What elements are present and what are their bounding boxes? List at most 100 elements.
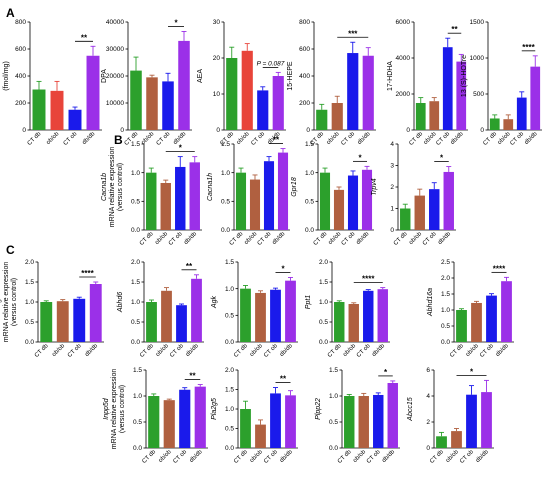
y-axis-label: (versus control): [117, 163, 124, 211]
y-tick-label: 2.0: [25, 259, 34, 266]
chart-c2: 0.0 0.5 1.0 1.5 2.0 CT db ob/ob CT ob db/db ** Abh…: [117, 259, 204, 359]
y-tick-label: 400: [299, 73, 310, 80]
y-tick-label: 1.0: [131, 299, 140, 306]
y-axis-label: Mgll: [0, 295, 2, 308]
y-tick-label: 2: [390, 184, 394, 191]
chart-c7: 0.0 0.5 1.0 1.5 2.0 CT db ob/ob CT ob db/db ** Pla…: [211, 367, 298, 465]
bar-b3-3: [361, 169, 373, 230]
y-axis-label: mRNA relative expression: [109, 147, 116, 228]
y-tick-label: 1.0: [133, 393, 142, 400]
bar-c8-2: [373, 394, 384, 448]
y-tick-label: 3: [390, 163, 394, 170]
y-tick-label: 0.0: [25, 339, 34, 346]
y-tick-label: 20000: [106, 73, 124, 80]
bar-a6-0: [489, 118, 500, 130]
y-tick-label: 0.5: [441, 323, 450, 330]
y-tick-label: 0.5: [305, 199, 314, 206]
y-tick-label: 500: [473, 91, 484, 98]
y-tick-label: 6000: [396, 19, 411, 26]
y-tick-label: 1.0: [225, 406, 234, 413]
bar-b1-1: [160, 182, 171, 230]
bar-c4-2: [363, 290, 374, 342]
x-tick-label: ob/ob: [326, 131, 341, 146]
panel-letter-b: B: [114, 133, 123, 147]
chart-c6: 0.0 0.5 1.0 1.5 CT db ob/ob CT ob db/db ** Inpp5d…: [103, 367, 208, 465]
x-tick-label: CT db: [27, 131, 43, 147]
bar-c5-3: [501, 281, 512, 342]
bar-c9-2: [466, 394, 477, 448]
bar-c9-0: [436, 436, 447, 448]
x-tick-label: CT db: [233, 343, 249, 359]
y-tick-label: 0: [22, 127, 26, 134]
x-tick-label: CT ob: [366, 449, 382, 465]
x-tick-label: CT ob: [169, 343, 185, 359]
x-tick-label: ob/ob: [155, 343, 170, 358]
y-tick-label: 0: [480, 127, 484, 134]
y-tick-label: 0: [390, 227, 394, 234]
sig-label: *: [384, 368, 388, 377]
bar-c4-3: [377, 289, 388, 342]
y-axis-label: Cacna1h: [207, 173, 214, 201]
bar-b4-1: [414, 195, 425, 230]
bar-c2-3: [191, 278, 202, 342]
x-tick-label: CT db: [233, 449, 249, 465]
y-tick-label: 1.5: [25, 279, 34, 286]
y-axis-label: Pla2g5: [211, 398, 218, 420]
x-tick-label: CT ob: [156, 131, 172, 147]
y-tick-label: 1500: [470, 19, 485, 26]
y-tick-label: 1.0: [221, 170, 230, 177]
y-tick-label: 1.0: [329, 393, 338, 400]
x-tick-label: db/db: [495, 343, 510, 358]
x-tick-label: CT ob: [257, 231, 273, 247]
x-tick-label: CT db: [393, 231, 409, 247]
sig-label: **: [186, 262, 193, 271]
bar-c7-3: [285, 395, 296, 448]
sig-label: ****: [522, 43, 535, 52]
x-tick-label: ob/ob: [352, 449, 367, 464]
bar-c6-0: [148, 396, 160, 448]
sig-label: *: [174, 18, 178, 27]
x-tick-label: CT db: [34, 343, 50, 359]
bar-a3-2: [257, 90, 269, 130]
bar-c1-2: [73, 298, 86, 342]
bar-a1-3: [86, 55, 100, 130]
x-tick-label: CT ob: [67, 343, 83, 359]
y-tick-label: 0: [306, 127, 310, 134]
y-tick-label: 0.5: [225, 313, 234, 320]
bar-c6-3: [194, 386, 206, 448]
bar-c3-3: [285, 280, 296, 342]
bar-b1-3: [189, 162, 200, 230]
y-tick-label: 10: [213, 91, 221, 98]
y-axis-label: Ppt1: [305, 295, 312, 310]
y-tick-label: 0.0: [131, 227, 140, 234]
x-tick-label: CT ob: [341, 231, 357, 247]
bar-a1-0: [32, 89, 46, 130]
y-axis-label: Inpp5d: [103, 397, 110, 420]
x-tick-label: CT db: [482, 131, 498, 147]
x-tick-label: CT ob: [422, 231, 438, 247]
y-tick-label: 1.5: [319, 279, 328, 286]
x-tick-label: ob/ob: [51, 343, 66, 358]
y-tick-label: 0.5: [329, 419, 338, 426]
y-tick-label: 2.5: [441, 259, 450, 266]
x-tick-label: db/db: [371, 343, 386, 358]
y-tick-label: 30: [213, 19, 221, 26]
y-tick-label: 4: [426, 393, 430, 400]
bar-b4-3: [443, 171, 454, 230]
x-tick-label: db/db: [356, 231, 371, 246]
bar-b4-0: [400, 208, 411, 230]
y-axis-label: mRNA relative expression: [3, 262, 10, 343]
bar-c3-0: [240, 288, 251, 342]
x-tick-label: CT db: [429, 449, 445, 465]
bar-a3-3: [272, 76, 284, 130]
y-tick-label: 4: [390, 141, 394, 148]
y-axis-label: 2-DPG: [0, 65, 2, 86]
y-tick-label: 800: [15, 19, 26, 26]
bar-c7-0: [240, 409, 251, 448]
x-tick-label: db/db: [183, 231, 198, 246]
y-tick-label: 6: [426, 367, 430, 374]
y-tick-label: 1.5: [441, 291, 450, 298]
bar-b3-2: [347, 175, 359, 230]
